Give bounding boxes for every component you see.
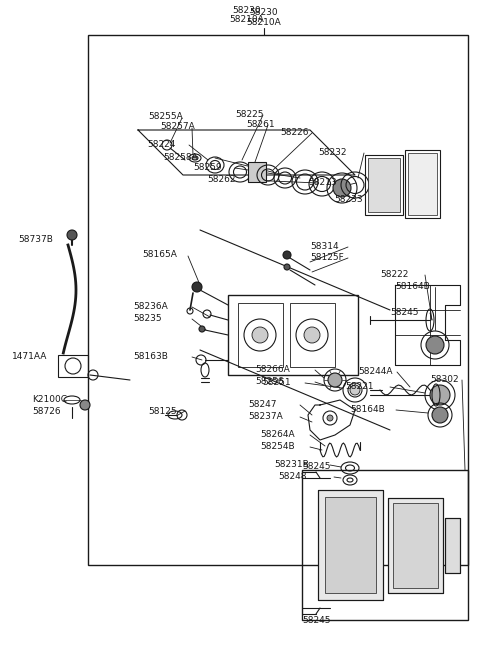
Text: 58257A: 58257A <box>160 122 195 131</box>
Text: 58164B: 58164B <box>395 282 430 291</box>
Bar <box>365 155 403 215</box>
Text: 58247: 58247 <box>248 400 276 409</box>
Bar <box>238 303 283 367</box>
Text: 58235: 58235 <box>133 314 162 323</box>
Bar <box>228 295 358 375</box>
Text: K2100C: K2100C <box>32 395 67 404</box>
Text: 58255A: 58255A <box>148 112 183 121</box>
Text: 58164B: 58164B <box>350 405 385 414</box>
Bar <box>302 470 468 620</box>
Circle shape <box>333 179 351 197</box>
Text: 58264A: 58264A <box>260 430 295 439</box>
Text: 58230: 58230 <box>233 6 261 15</box>
Text: 58259: 58259 <box>193 163 222 172</box>
Text: 58210A: 58210A <box>229 15 264 24</box>
Text: 58230: 58230 <box>250 8 278 17</box>
Bar <box>388 498 443 593</box>
Bar <box>445 518 460 573</box>
Circle shape <box>67 230 77 240</box>
Text: 58163B: 58163B <box>133 352 168 361</box>
Text: 58302: 58302 <box>430 375 458 384</box>
Text: 58165A: 58165A <box>142 250 177 259</box>
Text: 58737B: 58737B <box>18 235 53 244</box>
Text: 58210A: 58210A <box>247 18 281 27</box>
Text: 58245: 58245 <box>302 616 331 625</box>
Bar <box>388 498 443 593</box>
Bar <box>248 162 266 182</box>
Text: 58125F: 58125F <box>310 253 344 262</box>
Bar <box>290 303 335 367</box>
Text: 58221: 58221 <box>345 382 373 391</box>
Text: 58266A: 58266A <box>255 365 290 374</box>
Bar <box>408 153 437 215</box>
Text: 58236A: 58236A <box>133 302 168 311</box>
Ellipse shape <box>192 156 198 160</box>
Circle shape <box>432 407 448 423</box>
Circle shape <box>199 326 205 332</box>
Bar <box>318 490 383 600</box>
Text: 58258A: 58258A <box>163 153 198 162</box>
Text: 1471AA: 1471AA <box>12 352 48 361</box>
Text: 58232: 58232 <box>318 148 347 157</box>
Bar <box>325 497 376 593</box>
Circle shape <box>192 282 202 292</box>
Circle shape <box>327 415 333 421</box>
Text: 58726: 58726 <box>32 407 60 416</box>
Bar <box>445 518 460 573</box>
Text: 58314: 58314 <box>310 242 338 251</box>
Circle shape <box>328 373 342 387</box>
Text: 58233: 58233 <box>334 195 362 204</box>
Text: 58251: 58251 <box>262 378 290 387</box>
Circle shape <box>426 336 444 354</box>
Bar <box>393 503 438 588</box>
Circle shape <box>284 264 290 270</box>
Text: 58231B: 58231B <box>274 460 309 469</box>
Text: 58262: 58262 <box>207 175 236 184</box>
Text: 58248: 58248 <box>278 472 307 481</box>
Bar <box>58 355 88 377</box>
Text: 58245: 58245 <box>390 308 419 317</box>
Text: 58225: 58225 <box>235 110 264 119</box>
Circle shape <box>80 400 90 410</box>
Bar <box>368 158 400 212</box>
Circle shape <box>252 327 268 343</box>
Text: 58254B: 58254B <box>260 442 295 451</box>
Text: 58125: 58125 <box>148 407 177 416</box>
Text: 58245: 58245 <box>302 462 331 471</box>
Bar <box>88 35 468 565</box>
Text: 58237A: 58237A <box>248 412 283 421</box>
Circle shape <box>304 327 320 343</box>
Text: 58244A: 58244A <box>358 367 393 376</box>
Circle shape <box>430 385 450 405</box>
Text: 58226: 58226 <box>280 128 309 137</box>
Text: 58261: 58261 <box>246 120 275 129</box>
Text: 58256: 58256 <box>255 377 284 386</box>
Text: 58222: 58222 <box>380 270 408 279</box>
Bar <box>318 490 383 600</box>
Circle shape <box>350 385 360 395</box>
Circle shape <box>283 251 291 259</box>
Text: 58213: 58213 <box>308 178 336 187</box>
Bar <box>405 150 440 218</box>
Text: 58224: 58224 <box>147 140 175 149</box>
